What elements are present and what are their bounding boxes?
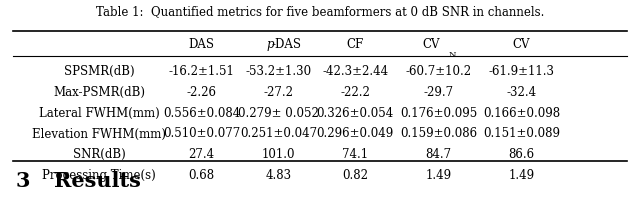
Text: 0.176±0.095: 0.176±0.095 [400, 107, 477, 120]
Text: 0.326±0.054: 0.326±0.054 [317, 107, 394, 120]
Text: Max-PSMR(dB): Max-PSMR(dB) [53, 86, 145, 99]
Text: Elevation FWHM(mm): Elevation FWHM(mm) [32, 127, 166, 140]
Text: CV: CV [513, 38, 531, 51]
Text: p: p [266, 38, 274, 51]
Text: 86.6: 86.6 [509, 148, 534, 161]
Text: 74.1: 74.1 [342, 148, 368, 161]
Text: -29.7: -29.7 [423, 86, 454, 99]
Text: -42.3±2.44: -42.3±2.44 [322, 65, 388, 78]
Text: 0.68: 0.68 [189, 169, 214, 182]
Text: -53.2±1.30: -53.2±1.30 [245, 65, 312, 78]
Text: SPSMR(dB): SPSMR(dB) [64, 65, 134, 78]
Text: Results: Results [54, 171, 141, 191]
Text: Table 1:  Quantified metrics for five beamformers at 0 dB SNR in channels.: Table 1: Quantified metrics for five bea… [96, 5, 544, 18]
Text: DAS: DAS [189, 38, 214, 51]
Text: CV: CV [422, 38, 440, 51]
Text: 84.7: 84.7 [426, 148, 451, 161]
Text: 4.83: 4.83 [266, 169, 291, 182]
Text: 0.151±0.089: 0.151±0.089 [483, 127, 560, 140]
Text: 0.279± 0.052: 0.279± 0.052 [238, 107, 319, 120]
Text: 0.166±0.098: 0.166±0.098 [483, 107, 560, 120]
Text: 0.159±0.086: 0.159±0.086 [400, 127, 477, 140]
Text: Lateral FWHM(mm): Lateral FWHM(mm) [39, 107, 159, 120]
Text: 0.556±0.084: 0.556±0.084 [163, 107, 240, 120]
Text: -61.9±11.3: -61.9±11.3 [488, 65, 555, 78]
Text: -2.26: -2.26 [187, 86, 216, 99]
Text: 3: 3 [16, 171, 31, 191]
Text: -22.2: -22.2 [340, 86, 370, 99]
Text: 0.296±0.049: 0.296±0.049 [317, 127, 394, 140]
Text: -60.7±10.2: -60.7±10.2 [405, 65, 472, 78]
Text: N: N [449, 51, 456, 59]
Text: 0.251±0.047: 0.251±0.047 [240, 127, 317, 140]
Text: -DAS: -DAS [272, 38, 301, 51]
Text: -27.2: -27.2 [264, 86, 293, 99]
Text: 0.510±0.077: 0.510±0.077 [163, 127, 240, 140]
Text: 1.49: 1.49 [426, 169, 451, 182]
Text: 1.49: 1.49 [509, 169, 534, 182]
Text: -32.4: -32.4 [506, 86, 537, 99]
Text: CF: CF [347, 38, 364, 51]
Text: Processing Time(s): Processing Time(s) [42, 169, 156, 182]
Text: -16.2±1.51: -16.2±1.51 [169, 65, 234, 78]
Text: 0.82: 0.82 [342, 169, 368, 182]
Text: 27.4: 27.4 [189, 148, 214, 161]
Text: SNR(dB): SNR(dB) [73, 148, 125, 161]
Text: 101.0: 101.0 [262, 148, 295, 161]
